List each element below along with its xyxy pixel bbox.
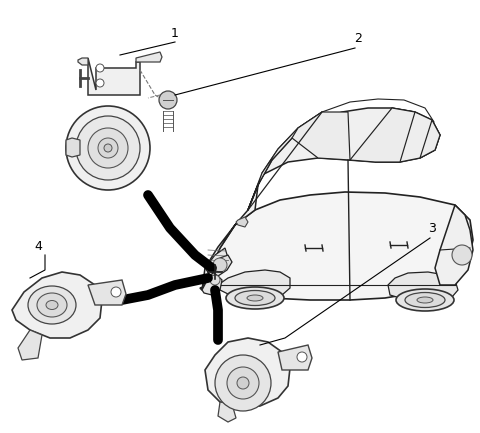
Polygon shape (388, 272, 458, 300)
Ellipse shape (417, 297, 433, 303)
Circle shape (66, 106, 150, 190)
Circle shape (227, 367, 259, 399)
Polygon shape (66, 138, 80, 157)
Polygon shape (435, 205, 473, 285)
Polygon shape (350, 108, 415, 162)
Ellipse shape (235, 291, 275, 306)
Circle shape (76, 116, 140, 180)
Polygon shape (236, 217, 248, 227)
Circle shape (452, 245, 472, 265)
Polygon shape (420, 120, 440, 158)
Polygon shape (248, 108, 440, 210)
Ellipse shape (247, 295, 263, 301)
Polygon shape (88, 280, 126, 305)
Polygon shape (205, 248, 228, 275)
Polygon shape (292, 112, 350, 160)
Polygon shape (136, 52, 162, 62)
Polygon shape (78, 58, 88, 65)
Polygon shape (12, 272, 102, 338)
Polygon shape (202, 185, 258, 290)
Text: 1: 1 (171, 27, 179, 40)
Circle shape (111, 287, 121, 297)
Polygon shape (218, 402, 236, 422)
Polygon shape (202, 275, 222, 295)
Ellipse shape (226, 287, 284, 309)
Circle shape (98, 138, 118, 158)
Text: 2: 2 (354, 32, 362, 45)
Circle shape (159, 91, 177, 109)
Circle shape (213, 258, 227, 272)
Ellipse shape (46, 301, 58, 310)
Ellipse shape (396, 289, 454, 311)
Circle shape (215, 355, 271, 411)
Ellipse shape (37, 293, 67, 317)
Polygon shape (375, 108, 440, 162)
Circle shape (210, 275, 220, 285)
Polygon shape (205, 338, 290, 408)
Polygon shape (218, 270, 290, 298)
Polygon shape (88, 58, 140, 95)
Ellipse shape (405, 293, 445, 307)
Circle shape (237, 377, 249, 389)
Circle shape (104, 144, 112, 152)
Polygon shape (248, 112, 322, 210)
Ellipse shape (28, 286, 76, 324)
Circle shape (297, 352, 307, 362)
Circle shape (88, 128, 128, 168)
Text: 4: 4 (34, 240, 42, 253)
Polygon shape (278, 345, 312, 370)
Polygon shape (18, 330, 42, 360)
Polygon shape (200, 192, 473, 300)
Text: 3: 3 (428, 222, 436, 235)
Circle shape (96, 64, 104, 72)
Polygon shape (210, 255, 232, 276)
Circle shape (96, 79, 104, 87)
